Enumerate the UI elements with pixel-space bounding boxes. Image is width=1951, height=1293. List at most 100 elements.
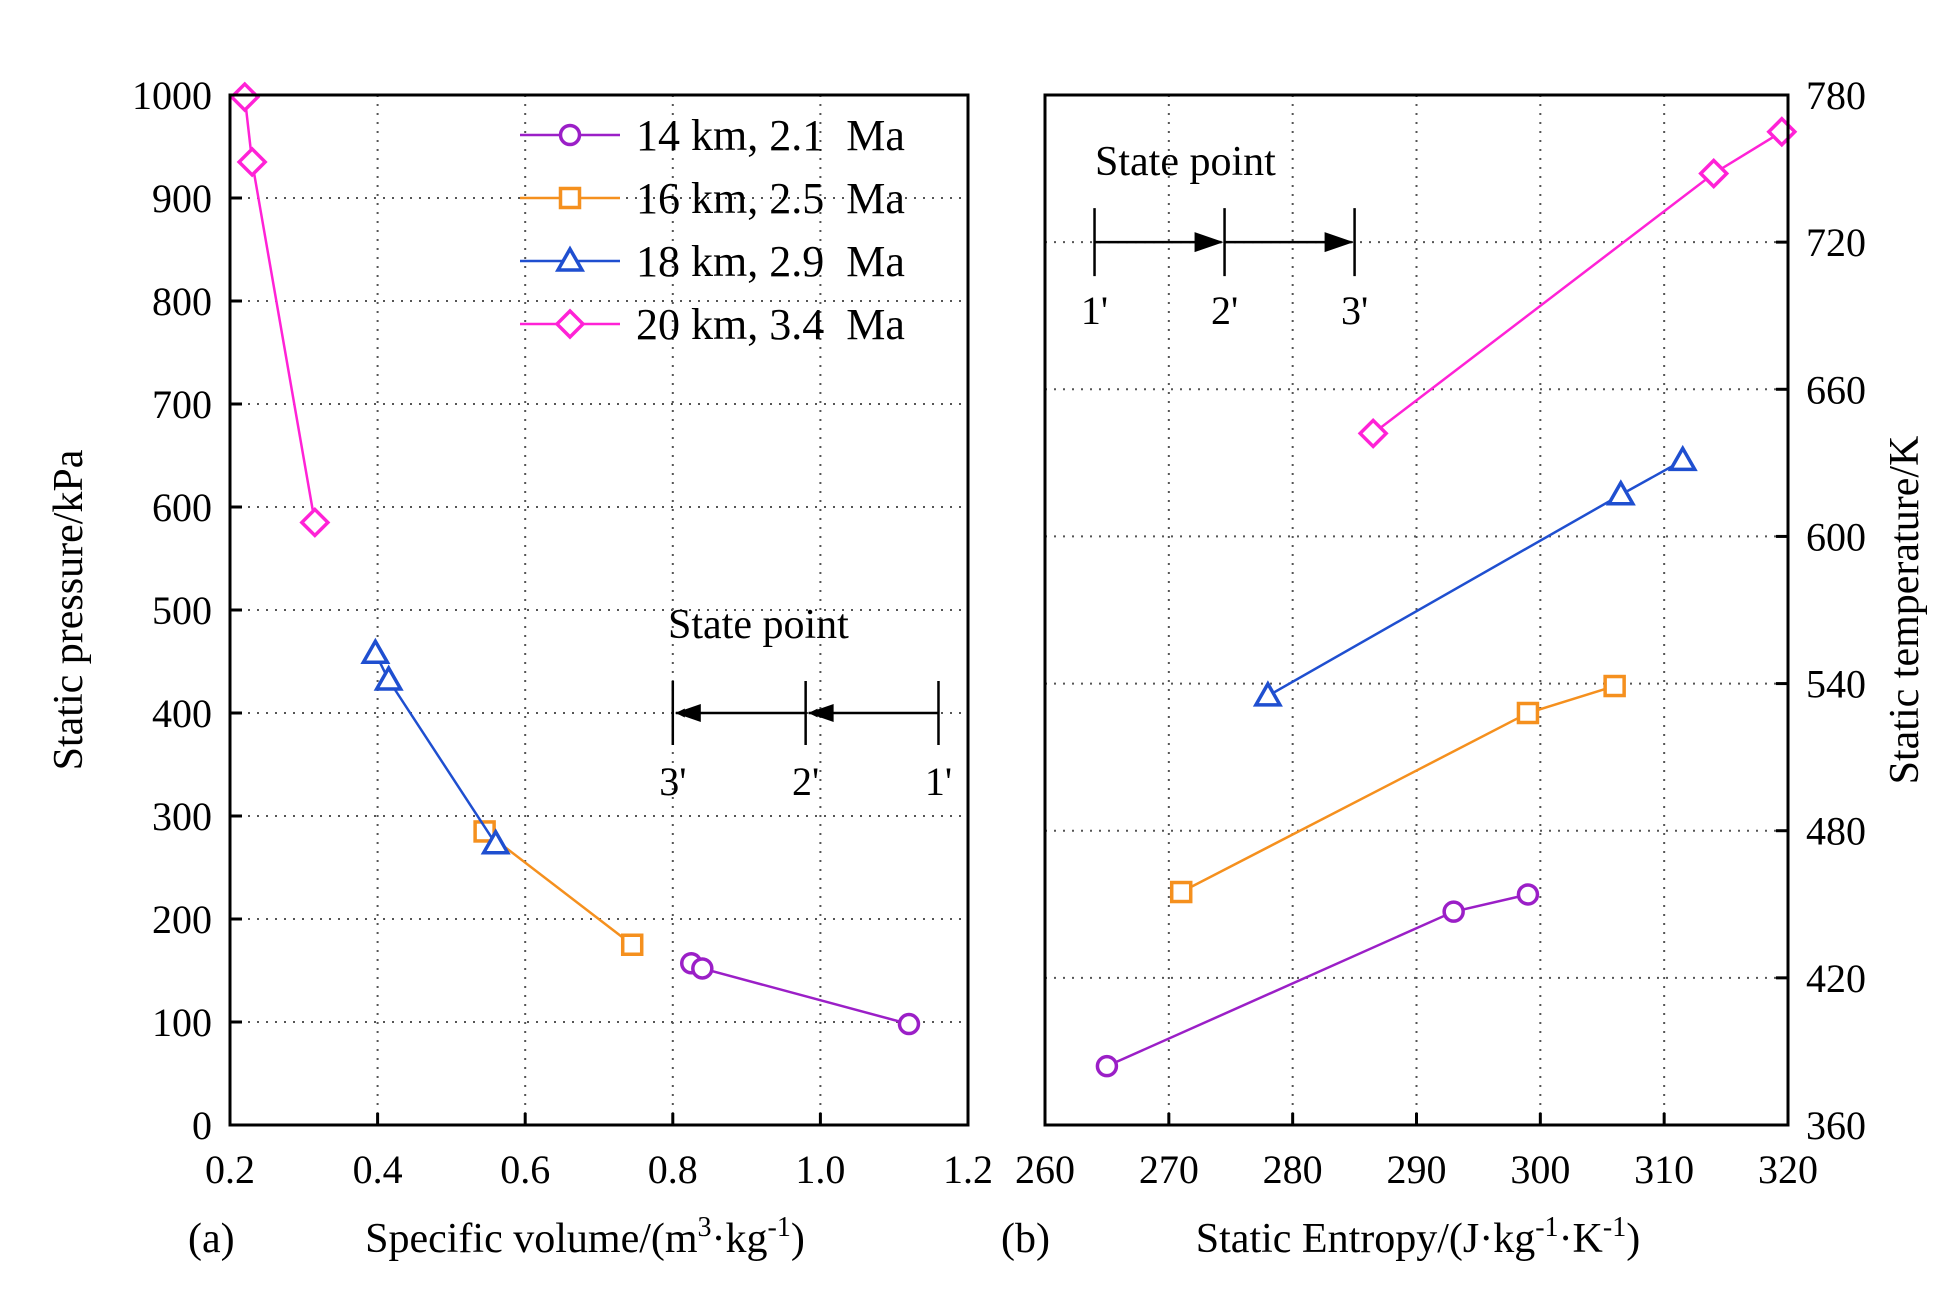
panel-b-xlabel-mid: ·K — [1559, 1216, 1603, 1262]
panel-a-x-tick-label: 0.6 — [500, 1147, 550, 1192]
panel-b-annotation-label: 1' — [1081, 288, 1108, 333]
panel-a-y-tick-label: 800 — [152, 279, 212, 324]
panel-a-series — [229, 81, 921, 1036]
panel-a-x-tick-label: 1.0 — [795, 1147, 845, 1192]
panel-b-series-line-1 — [1180, 684, 1616, 894]
legend: 14 km, 2.1 Ma 16 km, 2.5 Ma 18 km, 2.9 Ma 2… — [520, 111, 905, 349]
legend-marker-0 — [558, 123, 582, 147]
panel-a-series-3-point-2 — [299, 506, 331, 538]
panel-a-y-tick-label: 700 — [152, 382, 212, 427]
panel-b-y-tick-label: 540 — [1806, 662, 1866, 707]
panel-b-annotation-arrowhead — [1194, 232, 1224, 253]
panel-a-xlabel-mid: ·kg — [712, 1216, 768, 1262]
panel-a-annotation-label: 2' — [792, 759, 819, 804]
panel-b-series-0-point-1 — [1442, 900, 1465, 923]
panel-a-xlabel-end: ) — [791, 1216, 805, 1262]
panel-b-series-0-point-2 — [1516, 883, 1540, 906]
legend-marker-1 — [558, 186, 582, 210]
panel-a-series-line-1 — [483, 830, 633, 946]
panel-a-x-tick-label: 0.8 — [648, 1147, 698, 1192]
panel-b-x-tick-label: 270 — [1139, 1147, 1199, 1192]
panel-a-series-2-point-1 — [373, 664, 404, 691]
panel-b-annotation-label: 2' — [1211, 288, 1238, 333]
panel-a-x-axis-label: Specific volume/(m3·kg-1) — [365, 1212, 805, 1262]
panel-a-y-tick-label: 900 — [152, 176, 212, 221]
panel-a-label: (a) — [188, 1216, 235, 1262]
panel-b-annotation-label: 3' — [1341, 288, 1368, 333]
panel-a-y-tick-label: 100 — [152, 1000, 212, 1045]
panel-b-y-tick-label: 660 — [1806, 367, 1866, 412]
panel-b-x-tick-label: 260 — [1015, 1147, 1075, 1192]
legend-marker-2 — [554, 245, 586, 272]
legend-label-0: 14 km, 2.1 Ma — [636, 111, 905, 160]
panel-b-x-axis-label: Static Entropy/(J·kg-1·K-1) — [1196, 1212, 1640, 1262]
panel-a-annotation-label: 3' — [659, 759, 686, 804]
panel-a-y-tick-label: 0 — [192, 1103, 212, 1148]
panel-a-chart: State point 3' 2' 1' 0.2 0.4 0.6 0.8 1.0 1.2 0 10… — [46, 73, 993, 1262]
panel-a-xlabel-sup2: -1 — [768, 1212, 791, 1243]
panel-a-y-tick-label: 1000 — [132, 73, 212, 118]
panel-b-series-3-point-0 — [1357, 417, 1389, 449]
panel-b-x-tick-label: 310 — [1634, 1147, 1694, 1192]
panel-a-series-2-point-0 — [360, 637, 391, 665]
panel-b-x-tick-label: 300 — [1510, 1147, 1570, 1192]
panel-a-series-1-point-1 — [620, 933, 644, 956]
panel-a-series-3-point-0 — [229, 81, 261, 113]
panel-b-y-tick-label: 780 — [1806, 73, 1866, 118]
panel-a-series-line-0 — [690, 962, 910, 1026]
panel-a-xlabel-main: Specific volume/(m — [365, 1216, 698, 1262]
panel-b-chart: State point 1' 2' 3' 260 270 280 290 300 310 320… — [1001, 73, 1928, 1262]
panel-b-y-axis-label: Static temperature/K — [1882, 436, 1928, 785]
panel-a-x-tick-label: 1.2 — [943, 1147, 993, 1192]
panel-a-annotation-title: State point — [668, 602, 849, 648]
panel-a-series-3-point-1 — [236, 146, 268, 178]
panel-b-y-tick-label: 720 — [1806, 220, 1866, 265]
panel-b-series-2-point-2 — [1667, 444, 1698, 472]
panel-b-y-tick-label: 360 — [1806, 1103, 1866, 1148]
panel-b-y-tick-label: 420 — [1806, 956, 1866, 1001]
panel-b-series — [1095, 116, 1798, 1078]
panel-b-annotation-title: State point — [1095, 139, 1276, 185]
panel-a-annotation-arrowhead — [807, 704, 834, 722]
panel-b-series-1-point-0 — [1169, 880, 1193, 904]
panel-b-x-tick-label: 280 — [1263, 1147, 1323, 1192]
legend-label-3: 20 km, 3.4 Ma — [636, 300, 905, 349]
panel-a-series-0-point-2 — [897, 1012, 921, 1036]
panel-b-y-tick-label: 480 — [1806, 809, 1866, 854]
panel-b-state-annotation: State point 1' 2' 3' — [1081, 139, 1368, 333]
legend-label-1: 16 km, 2.5 Ma — [636, 174, 905, 223]
panel-b-series-1-point-2 — [1603, 674, 1626, 698]
panel-a-annotation-label: 1' — [925, 759, 952, 804]
legend-marker-3 — [554, 308, 586, 340]
panel-b-xlabel-end: ) — [1626, 1216, 1640, 1262]
panel-b-annotation-arrowhead — [1324, 232, 1354, 253]
panel-a-xlabel-sup1: 3 — [698, 1212, 712, 1243]
panel-a-y-tick-label: 300 — [152, 794, 212, 839]
panel-b-series-3-point-1 — [1698, 158, 1730, 189]
panel-b-xlabel-main: Static Entropy/(J·kg — [1196, 1216, 1535, 1262]
panel-b-frame — [1043, 93, 1790, 1127]
panel-a-state-annotation: State point 3' 2' 1' — [659, 602, 952, 804]
panel-a-x-tick-label: 0.4 — [353, 1147, 403, 1192]
panel-a-frame — [228, 93, 970, 1127]
panel-b-series-line-0 — [1106, 893, 1529, 1068]
panel-a-x-tick-label: 0.2 — [205, 1147, 255, 1192]
panel-b-series-2-point-1 — [1605, 479, 1636, 506]
panel-b-series-1-point-1 — [1516, 701, 1540, 725]
panel-a-y-tick-label: 600 — [152, 485, 212, 530]
panel-a-y-tick-label: 400 — [152, 691, 212, 736]
panel-b-x-tick-label: 290 — [1387, 1147, 1447, 1192]
panel-b-y-tick-label: 600 — [1806, 514, 1866, 559]
panel-b-xlabel-sup1: -1 — [1535, 1212, 1558, 1243]
panel-a-ticks: 0.2 0.4 0.6 0.8 1.0 1.2 0 100 200 300 400 500 600 700… — [132, 73, 993, 1192]
legend-label-2: 18 km, 2.9 Ma — [636, 237, 905, 286]
panel-b-label: (b) — [1001, 1216, 1050, 1262]
panel-a-y-tick-label: 200 — [152, 897, 212, 942]
panel-b-series-3-point-2 — [1766, 116, 1798, 148]
panel-a-annotation-arrowhead — [674, 704, 701, 722]
panel-b-xlabel-sup2: -1 — [1603, 1212, 1626, 1243]
panel-b-series-2-point-0 — [1252, 680, 1283, 707]
panel-a-y-axis-label: Static pressure/kPa — [46, 449, 92, 770]
